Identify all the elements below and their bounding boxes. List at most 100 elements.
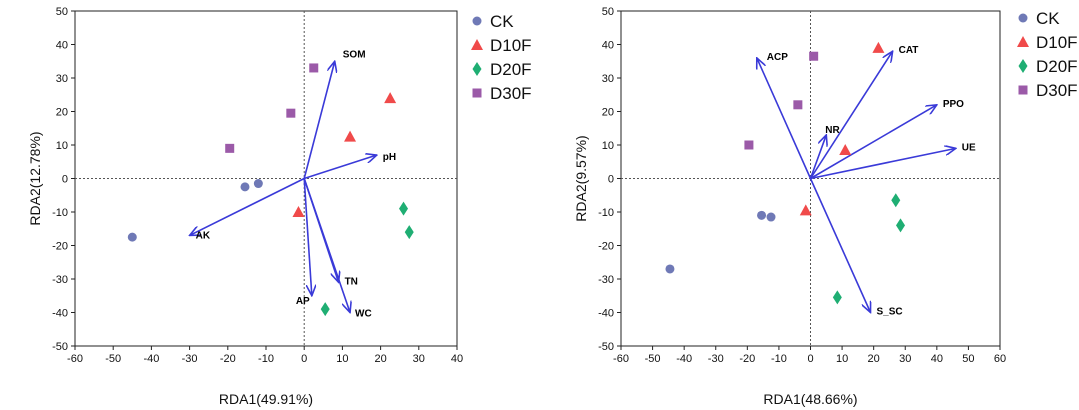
x-tick-label: -40 <box>143 353 159 365</box>
data-point-d10f <box>344 130 357 142</box>
y-tick-label: 30 <box>56 73 68 85</box>
x-axis-label: RDA1(48.66%) <box>763 391 857 407</box>
data-point-d20f <box>896 218 906 233</box>
right-rda-plot: -60 -50 -40 -30 -20 -10 0 10 20 30 40 50 60-50-40-30… <box>573 6 1078 407</box>
vector-arrow-s-sc <box>809 178 871 313</box>
legend-label-d20f: D20F <box>1036 57 1078 76</box>
x-tick-label: -10 <box>771 353 787 365</box>
vector-label-acp: ACP <box>767 52 788 63</box>
left-rda-plot: -60 -50 -40 -30 -20 -10 0 10 20 30 40-50-40-30-20-… <box>27 6 532 407</box>
vector-arrow-som <box>303 61 335 179</box>
y-tick-label: 10 <box>56 140 68 152</box>
legend-label-d30f: D30F <box>1036 81 1078 100</box>
data-point-ck <box>127 232 137 242</box>
y-tick-label: 0 <box>62 174 68 186</box>
x-tick-label: 20 <box>374 353 386 365</box>
legend-marker-ck <box>1018 13 1028 23</box>
x-tick-label: -20 <box>739 353 755 365</box>
data-point-d20f <box>832 290 842 305</box>
legend-marker-d20f <box>1018 59 1028 73</box>
data-point-d30f <box>286 108 296 118</box>
x-tick-label: 30 <box>413 353 425 365</box>
legend-marker-d10f <box>471 39 483 50</box>
vector-arrow-cat <box>809 51 893 179</box>
data-point-ck <box>665 264 675 274</box>
vector-label-ak: AK <box>196 230 211 241</box>
vector-label-ue: UE <box>962 142 976 153</box>
vector-label-ppo: PPO <box>943 99 964 110</box>
y-tick-label: 10 <box>602 140 614 152</box>
legend-marker-d30f <box>1018 85 1028 95</box>
legend-label-d20f: D20F <box>490 60 532 79</box>
vector-label-ph: pH <box>383 152 396 163</box>
vector-arrow-ph <box>303 155 377 180</box>
data-point-d10f <box>799 204 812 216</box>
legend-marker-d30f <box>472 88 482 98</box>
y-tick-label: -30 <box>52 274 68 286</box>
y-axis-label: RDA2(12.78%) <box>27 131 43 225</box>
x-tick-label: 10 <box>336 353 348 365</box>
legend-marker-ck <box>472 16 482 26</box>
data-point-d20f <box>320 302 330 317</box>
x-tick-label: -10 <box>258 353 274 365</box>
legend-label-ck: CK <box>1036 9 1060 28</box>
vector-arrow-nr <box>809 135 827 179</box>
vector-label-ap: AP <box>296 296 310 307</box>
y-tick-label: -10 <box>598 207 614 219</box>
x-tick-label: 50 <box>962 353 974 365</box>
y-tick-label: -30 <box>598 274 614 286</box>
y-tick-label: -20 <box>598 241 614 253</box>
y-tick-label: 20 <box>602 107 614 119</box>
legend-label-d30f: D30F <box>490 84 532 103</box>
y-axis-label: RDA2(9.57%) <box>573 135 589 221</box>
vector-arrow-ue <box>810 148 956 180</box>
legend-label-d10f: D10F <box>1036 33 1078 52</box>
vector-label-cat: CAT <box>899 45 919 56</box>
x-tick-label: -30 <box>708 353 724 365</box>
data-point-d30f <box>225 143 235 153</box>
data-point-d10f <box>292 206 305 217</box>
x-tick-label: -60 <box>67 353 83 365</box>
y-tick-label: -10 <box>52 207 68 219</box>
data-point-ck <box>766 212 776 222</box>
data-point-d10f <box>384 92 397 104</box>
y-tick-label: -50 <box>52 341 68 353</box>
data-point-d30f <box>744 140 754 150</box>
data-point-d30f <box>793 100 803 110</box>
legend-label-ck: CK <box>490 12 514 31</box>
vector-arrow-ak <box>190 177 305 236</box>
x-tick-label: 40 <box>931 353 943 365</box>
x-tick-label: -30 <box>182 353 198 365</box>
data-point-d10f <box>872 41 885 53</box>
y-tick-label: 50 <box>602 6 614 18</box>
x-tick-label: 10 <box>836 353 848 365</box>
vector-arrow-ap <box>303 178 312 296</box>
y-tick-label: 30 <box>602 73 614 85</box>
legend-marker-d20f <box>472 62 482 76</box>
vector-arrow-ppo <box>810 105 937 180</box>
vector-label-som: SOM <box>343 49 366 60</box>
vector-label-tn: TN <box>345 276 358 287</box>
x-tick-label: -50 <box>105 353 121 365</box>
data-point-d20f <box>891 193 901 208</box>
x-tick-label: 40 <box>451 353 463 365</box>
data-point-ck <box>253 179 263 189</box>
x-tick-label: 30 <box>899 353 911 365</box>
y-tick-label: 40 <box>56 40 68 52</box>
vector-arrow-wc <box>303 178 350 313</box>
data-point-d30f <box>809 51 819 61</box>
data-point-ck <box>240 182 250 192</box>
x-tick-label: 60 <box>994 353 1006 365</box>
data-point-d10f <box>839 144 852 156</box>
data-point-d20f <box>399 201 409 216</box>
data-point-ck <box>757 210 767 220</box>
x-tick-label: -50 <box>645 353 661 365</box>
x-tick-label: 20 <box>868 353 880 365</box>
x-axis-label: RDA1(49.91%) <box>219 391 313 407</box>
vector-arrow-acp <box>757 58 812 179</box>
y-tick-label: -20 <box>52 241 68 253</box>
vector-label-wc: WC <box>355 309 372 320</box>
vector-label-s-sc: S_SC <box>877 307 903 318</box>
y-tick-label: -50 <box>598 341 614 353</box>
